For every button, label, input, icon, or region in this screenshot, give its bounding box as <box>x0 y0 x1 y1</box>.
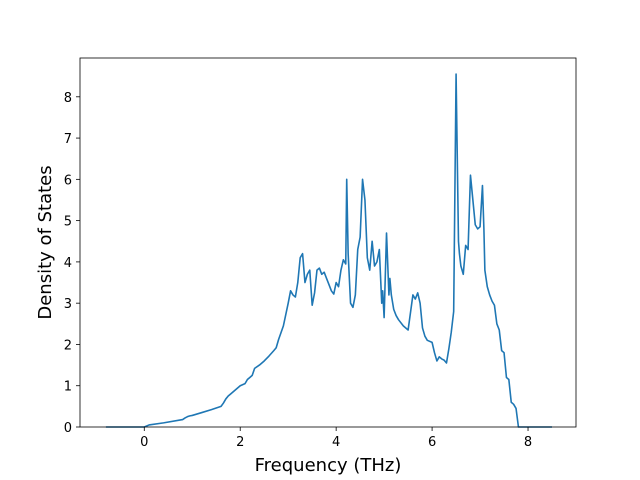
y-tick-label: 4 <box>64 256 72 271</box>
y-tick-label: 3 <box>64 297 72 312</box>
x-tick-label: 6 <box>428 435 436 450</box>
series-layer <box>105 73 553 428</box>
series-line-0 <box>105 73 553 428</box>
y-tick-label: 0 <box>64 421 72 436</box>
x-tick-label: 0 <box>140 435 148 450</box>
y-tick-label: 1 <box>64 380 72 395</box>
y-tick-label: 7 <box>64 132 72 147</box>
plot-frame <box>79 57 577 428</box>
y-axis-ticks: 0 1 2 3 4 5 6 7 8 <box>64 91 80 436</box>
x-tick-label: 8 <box>524 435 532 450</box>
y-tick-label: 6 <box>64 173 72 188</box>
x-tick-label: 4 <box>332 435 340 450</box>
y-tick-label: 5 <box>64 215 72 230</box>
y-tick-label: 8 <box>64 91 72 106</box>
x-axis-label: Frequency (THz) <box>255 455 402 476</box>
y-axis-label: Density of States <box>35 165 56 319</box>
x-tick-label: 2 <box>236 435 244 450</box>
x-axis-ticks: 0 2 4 6 8 <box>140 427 532 450</box>
y-tick-label: 2 <box>64 338 72 353</box>
